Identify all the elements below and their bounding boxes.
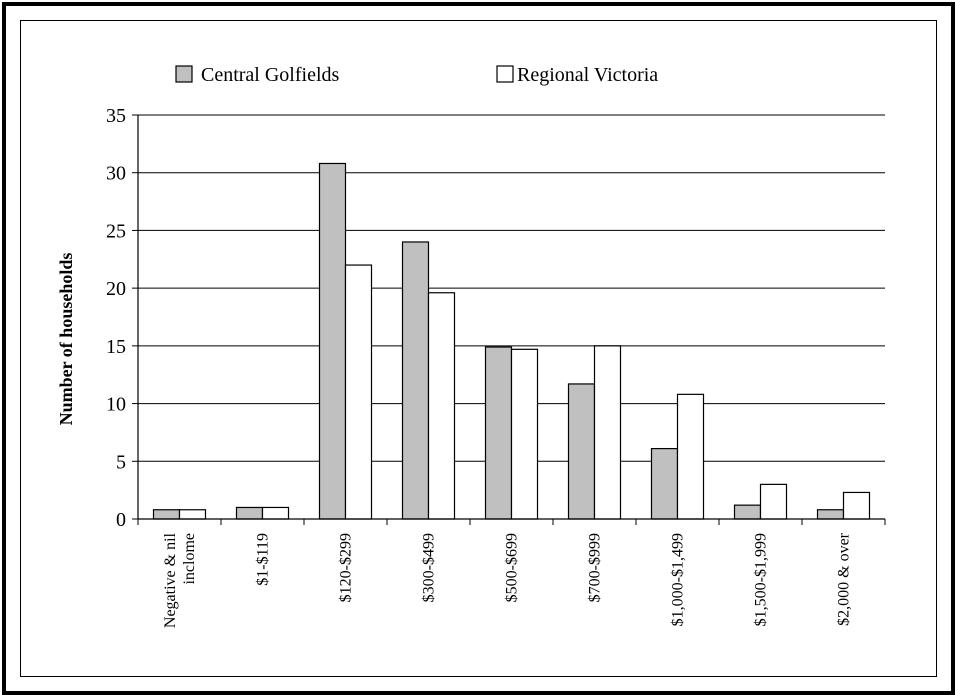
bar-central-golfields bbox=[235, 506, 264, 520]
bar-regional-victoria bbox=[593, 345, 622, 520]
y-tick-label: 20 bbox=[106, 278, 126, 300]
x-category-label-line: $120-$299 bbox=[338, 533, 355, 602]
bar-central-golfields bbox=[152, 509, 181, 520]
y-tick-labels: 0 5 10 15 20 25 30 35 bbox=[106, 105, 126, 531]
legend-swatch bbox=[175, 65, 193, 83]
x-category-label: $120-$299 bbox=[338, 533, 355, 602]
legend-label: Regional Victoria bbox=[517, 64, 658, 86]
x-category-label-line: $500-$699 bbox=[504, 533, 521, 602]
y-tick-label: 10 bbox=[106, 394, 126, 416]
x-category-label: $1-$119 bbox=[255, 533, 272, 586]
legend-label: Central Golfields bbox=[201, 64, 340, 86]
x-category-label-line: $1,000-$1,499 bbox=[670, 533, 687, 626]
bar-regional-victoria bbox=[261, 506, 290, 520]
bar-regional-victoria bbox=[759, 483, 788, 520]
x-category-label-line: $1-$119 bbox=[255, 533, 272, 586]
x-category-label: $300-$499 bbox=[421, 533, 438, 602]
y-tick-label: 15 bbox=[106, 336, 126, 358]
x-category-label-line: $300-$499 bbox=[421, 533, 438, 602]
axes bbox=[132, 114, 886, 525]
bar-central-golfields bbox=[650, 447, 679, 520]
bar-regional-victoria bbox=[510, 348, 539, 520]
legend-swatch bbox=[496, 65, 514, 83]
y-tick-label: 0 bbox=[116, 509, 126, 531]
x-category-label-line: Negative & nil bbox=[162, 532, 179, 628]
legend: Central Golfields Regional Victoria bbox=[175, 64, 658, 86]
bars bbox=[152, 162, 871, 520]
bar-central-golfields bbox=[733, 504, 762, 520]
x-category-label: $2,000 & over bbox=[836, 532, 853, 626]
y-tick-label: 35 bbox=[106, 105, 126, 127]
x-category-label: $1,000-$1,499 bbox=[670, 533, 687, 626]
bar-regional-victoria bbox=[178, 509, 207, 520]
bar-central-golfields bbox=[816, 509, 845, 520]
y-tick-label: 25 bbox=[106, 220, 126, 242]
x-category-label: $700-$999 bbox=[587, 533, 604, 602]
bar-regional-victoria bbox=[344, 264, 373, 520]
bar-central-golfields bbox=[484, 346, 513, 520]
bar-central-golfields bbox=[567, 383, 596, 520]
y-tick-label: 5 bbox=[116, 451, 126, 473]
x-category-label-line: $1,500-$1,999 bbox=[753, 533, 770, 626]
x-category-label-line: $700-$999 bbox=[587, 533, 604, 602]
x-category-label-line: inclome bbox=[181, 533, 198, 585]
bar-central-golfields bbox=[318, 162, 347, 520]
y-axis-title: Number of households bbox=[56, 253, 76, 426]
chart-area-frame bbox=[20, 20, 937, 677]
bar-regional-victoria bbox=[427, 292, 456, 520]
bar-regional-victoria bbox=[842, 491, 871, 520]
x-category-label-line: $2,000 & over bbox=[836, 532, 853, 626]
x-category-labels: Negative & nil inclome $1-$119 $120-$299 $30… bbox=[162, 532, 853, 628]
bar-regional-victoria bbox=[676, 393, 705, 520]
x-category-label: $500-$699 bbox=[504, 533, 521, 602]
y-tick-label: 30 bbox=[106, 163, 126, 185]
x-category-label: $1,500-$1,999 bbox=[753, 533, 770, 626]
x-category-label: Negative & nil inclome bbox=[162, 532, 198, 628]
bar-central-golfields bbox=[401, 241, 430, 520]
